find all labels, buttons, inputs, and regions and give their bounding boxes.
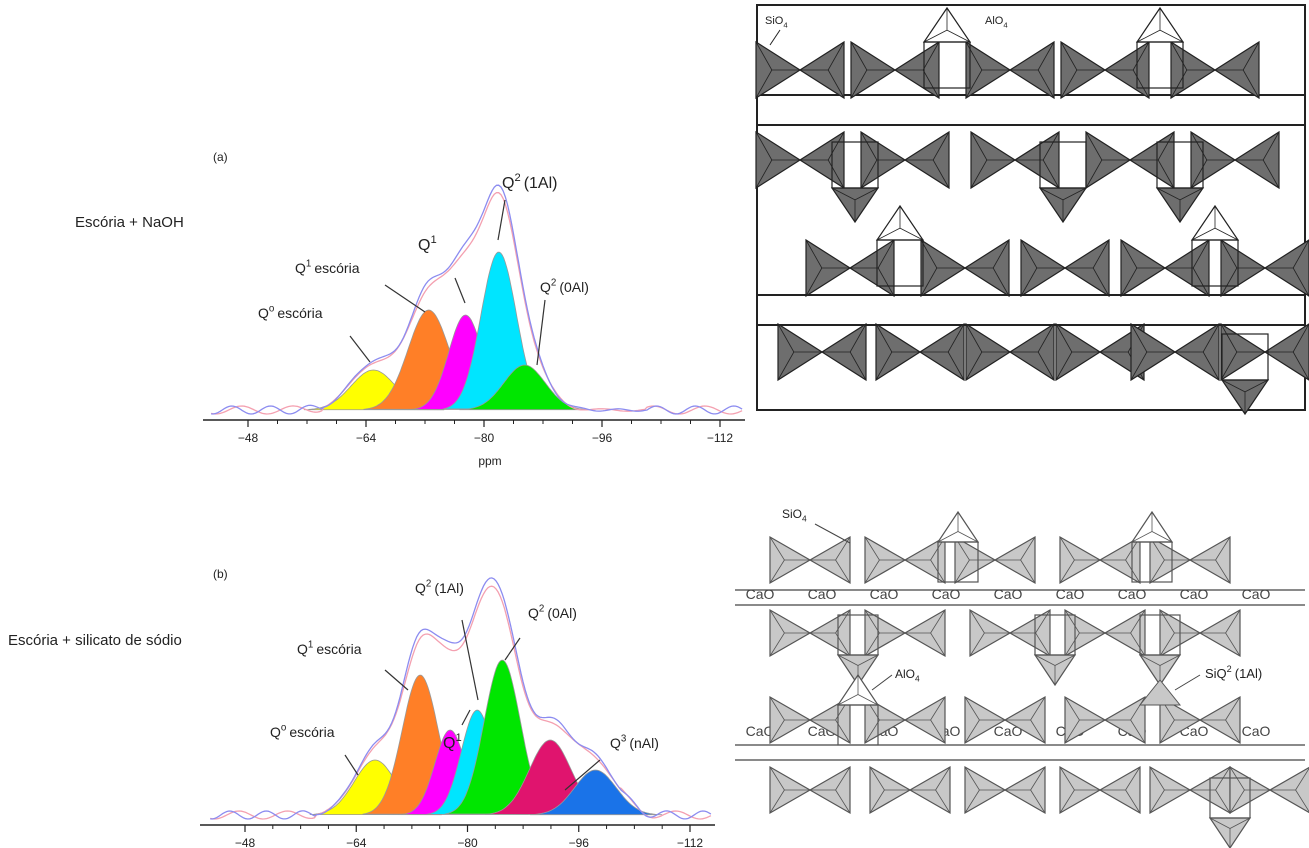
- pointer: [350, 336, 370, 362]
- peak-label: Q2 (1Al): [502, 172, 557, 192]
- pointer: [462, 620, 478, 700]
- label-sub: 4: [915, 674, 920, 684]
- structure-label: SiO4: [765, 15, 788, 29]
- pointer: [345, 755, 358, 775]
- label-sup: 1: [455, 732, 461, 744]
- label-rest: escória: [314, 260, 359, 276]
- cao-label: CaO: [994, 586, 1023, 602]
- label-rest: (1Al): [524, 175, 558, 192]
- label-sup: 1: [308, 640, 313, 651]
- cao-label: CaO: [746, 586, 775, 602]
- label-rest: (nAl): [629, 735, 659, 751]
- panel-label: (a): [213, 150, 228, 164]
- label-base: Q: [270, 724, 281, 740]
- tick-label: −112: [677, 836, 703, 848]
- label-base: AlO: [895, 667, 915, 681]
- label-base: Q: [258, 305, 269, 321]
- label-sub: 4: [1003, 20, 1008, 29]
- pointer: [770, 30, 780, 45]
- structure-label: AlO4: [985, 15, 1008, 29]
- label-rest: (0Al): [547, 605, 577, 621]
- label-sub: 4: [802, 514, 807, 524]
- peak-label: Q2(0Al): [528, 604, 577, 621]
- label-rest: escória: [316, 641, 361, 657]
- peak-label: Q1escória: [297, 640, 362, 657]
- label-sup: 2: [514, 172, 520, 184]
- label-rest: (1Al): [1235, 666, 1262, 681]
- sample-label: Escória + NaOH: [75, 214, 184, 231]
- label-base: Q: [528, 605, 539, 621]
- label-sup: o: [281, 723, 287, 734]
- label-base: Q: [443, 735, 455, 752]
- tetrahedron: [1140, 680, 1180, 705]
- tick-label: −48: [235, 836, 256, 848]
- cao-label: CaO: [1242, 586, 1271, 602]
- structure-label: SiO4: [782, 507, 807, 524]
- pointer: [1175, 675, 1200, 690]
- label-sup: 2: [551, 278, 556, 289]
- label-sup: o: [269, 304, 275, 315]
- peak-label: Q2(0Al): [540, 278, 589, 295]
- label-base: Q: [610, 735, 621, 751]
- tick-label: −80: [457, 836, 478, 848]
- structure-label: AlO4: [895, 667, 920, 684]
- pointer: [537, 300, 545, 365]
- pointer: [498, 200, 505, 240]
- tick-label: −112: [707, 431, 733, 445]
- cao-label: CaO: [1242, 723, 1271, 739]
- figure: −48−64−80−96−112QoescóriaQ1escóriaQ1Q2(1…: [0, 0, 1309, 848]
- label-rest: escória: [289, 724, 334, 740]
- label-base: Q: [297, 641, 308, 657]
- cao-label: CaO: [932, 586, 961, 602]
- label-base: Q: [540, 279, 551, 295]
- label-base: Q: [295, 260, 306, 276]
- tick-label: −80: [474, 431, 495, 445]
- label-base: Q: [415, 580, 426, 596]
- cao-label: CaO: [808, 586, 837, 602]
- sample-label: Escória + silicato de sódio: [8, 632, 182, 649]
- panel-label: (b): [213, 567, 228, 581]
- cao-label: CaO: [1118, 586, 1147, 602]
- label-rest: escória: [277, 305, 322, 321]
- pointer: [455, 278, 465, 303]
- tick-label: −48: [238, 431, 259, 445]
- label-base: AlO: [985, 15, 1004, 27]
- label-rest: (0Al): [559, 279, 589, 295]
- label-sub: 4: [783, 20, 788, 29]
- axis-title: ppm: [478, 454, 501, 468]
- label-sup: 2: [426, 579, 431, 590]
- label-base: Q: [418, 237, 430, 254]
- label-base: SiO: [765, 15, 784, 27]
- peak-label: Q1: [418, 234, 437, 254]
- structure-label: SiQ2(1Al): [1205, 664, 1262, 681]
- tick-label: −64: [346, 836, 367, 848]
- pointer: [872, 675, 892, 690]
- label-base: SiO: [782, 507, 802, 521]
- label-sup: 1: [430, 234, 436, 246]
- peak-label: Q3(nAl): [610, 734, 659, 751]
- label-sup: 3: [621, 734, 627, 745]
- cao-label: CaO: [1180, 586, 1209, 602]
- pointer: [815, 524, 850, 543]
- label-sup: 1: [306, 259, 311, 270]
- label-base: SiQ: [1205, 666, 1227, 681]
- tick-label: −96: [592, 431, 613, 445]
- cao-label: CaO: [1056, 586, 1085, 602]
- tick-label: −96: [569, 836, 590, 848]
- label-sup: 2: [539, 604, 544, 615]
- label-sup: 2: [1227, 664, 1232, 674]
- label-rest: (1Al): [434, 580, 464, 596]
- cao-label: CaO: [870, 586, 899, 602]
- tick-label: −64: [356, 431, 377, 445]
- label-base: Q: [502, 175, 514, 192]
- peak-label: Q2(1Al): [415, 579, 464, 596]
